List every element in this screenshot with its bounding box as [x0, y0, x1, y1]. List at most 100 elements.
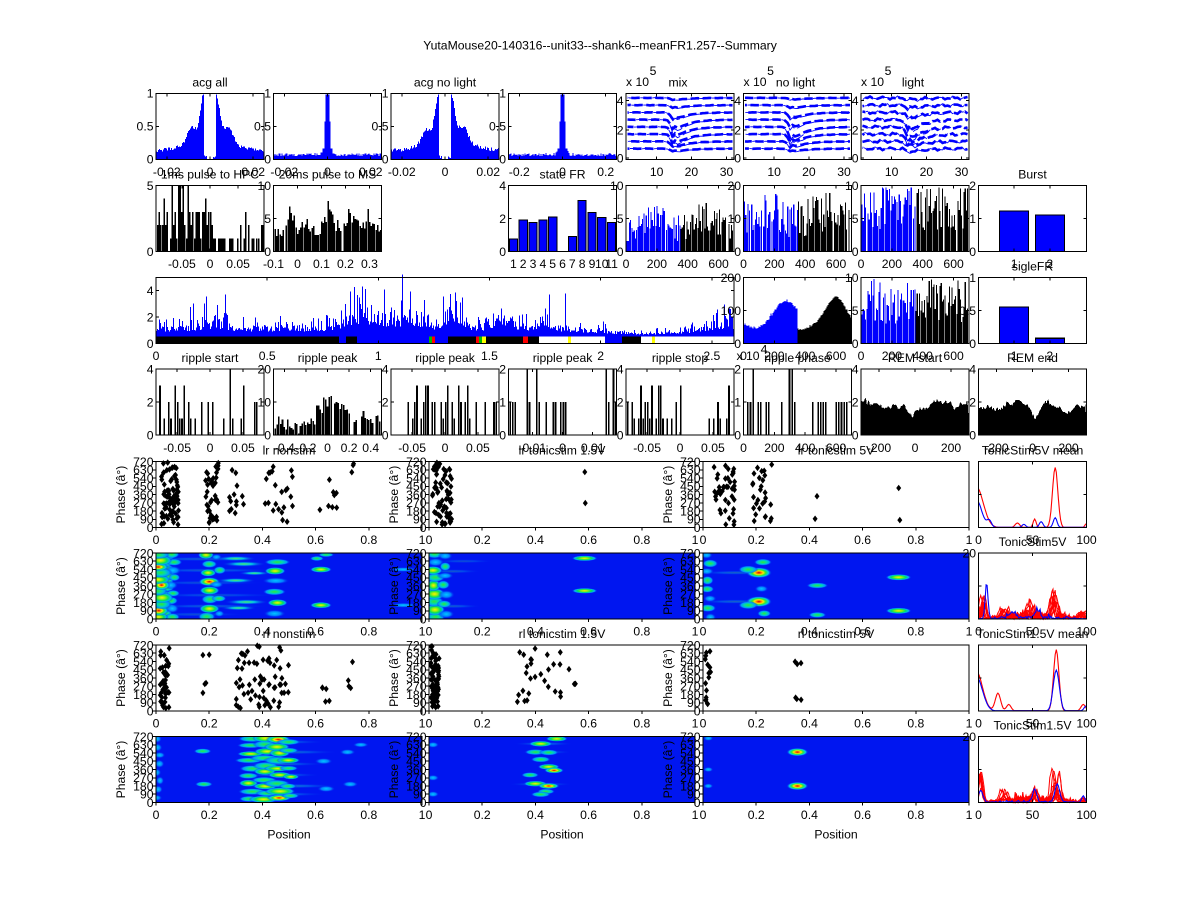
- svg-text:20: 20: [802, 165, 816, 179]
- svg-text:0: 0: [852, 337, 859, 351]
- svg-text:1: 1: [419, 808, 426, 822]
- svg-text:90: 90: [413, 788, 427, 802]
- svg-text:0: 0: [499, 153, 506, 167]
- svg-text:rl tonicstim 1.5V: rl tonicstim 1.5V: [519, 627, 607, 641]
- svg-text:200: 200: [647, 257, 668, 271]
- svg-text:540: 540: [406, 471, 427, 485]
- svg-text:4: 4: [617, 363, 624, 377]
- svg-text:90: 90: [687, 604, 701, 618]
- svg-text:630: 630: [680, 463, 701, 477]
- svg-text:400: 400: [795, 257, 816, 271]
- svg-text:4: 4: [540, 257, 547, 271]
- svg-text:lr tonicstim 1.5V: lr tonicstim 1.5V: [519, 444, 607, 458]
- svg-text:450: 450: [133, 571, 154, 585]
- svg-text:720: 720: [133, 546, 154, 560]
- svg-text:-0.02: -0.02: [270, 165, 298, 179]
- svg-text:0: 0: [677, 441, 684, 455]
- svg-text:x 10: x 10: [743, 75, 766, 89]
- svg-text:540: 540: [680, 655, 701, 669]
- svg-text:0: 0: [734, 429, 741, 443]
- svg-text:Phase (â°): Phase (â°): [387, 466, 401, 524]
- svg-text:Phase (â°): Phase (â°): [661, 741, 675, 799]
- svg-text:0: 0: [700, 533, 707, 547]
- svg-text:0.02: 0.02: [241, 165, 265, 179]
- svg-text:2: 2: [969, 179, 976, 193]
- svg-text:0.4: 0.4: [527, 717, 544, 731]
- svg-text:Position: Position: [267, 828, 310, 842]
- svg-text:light: light: [902, 75, 925, 89]
- svg-text:9: 9: [589, 257, 596, 271]
- svg-text:540: 540: [680, 563, 701, 577]
- svg-text:0.6: 0.6: [307, 717, 324, 731]
- svg-text:0.2: 0.2: [748, 717, 765, 731]
- svg-text:0: 0: [147, 704, 154, 718]
- svg-text:-0.4: -0.4: [274, 441, 295, 455]
- svg-text:720: 720: [133, 638, 154, 652]
- svg-text:0.8: 0.8: [360, 717, 377, 731]
- svg-text:4: 4: [852, 363, 859, 377]
- svg-text:270: 270: [133, 588, 154, 602]
- svg-text:-0.05: -0.05: [168, 257, 196, 271]
- svg-text:0: 0: [442, 165, 449, 179]
- svg-text:0: 0: [420, 704, 427, 718]
- svg-text:state FR: state FR: [539, 168, 585, 182]
- svg-text:200: 200: [764, 257, 785, 271]
- svg-text:ripple start: ripple start: [182, 351, 240, 365]
- svg-text:0.05: 0.05: [701, 441, 725, 455]
- svg-text:0.8: 0.8: [633, 808, 650, 822]
- svg-text:YutaMouse20-140316--unit33--sh: YutaMouse20-140316--unit33--shank6--mean…: [423, 39, 778, 53]
- svg-text:0: 0: [324, 441, 331, 455]
- svg-text:270: 270: [406, 496, 427, 510]
- svg-text:720: 720: [406, 546, 427, 560]
- svg-text:0: 0: [740, 349, 747, 363]
- svg-text:0.2: 0.2: [201, 717, 218, 731]
- svg-text:-0.2: -0.2: [509, 165, 530, 179]
- svg-text:2: 2: [734, 123, 741, 137]
- svg-text:630: 630: [406, 647, 427, 661]
- svg-text:360: 360: [680, 488, 701, 502]
- svg-text:0: 0: [740, 257, 747, 271]
- svg-text:x 10: x 10: [626, 75, 649, 89]
- svg-text:10: 10: [767, 165, 781, 179]
- svg-text:Position: Position: [540, 828, 583, 842]
- svg-text:2: 2: [520, 257, 527, 271]
- svg-text:1: 1: [499, 396, 506, 410]
- svg-text:10: 10: [257, 396, 271, 410]
- svg-text:90: 90: [140, 788, 154, 802]
- svg-text:0: 0: [324, 165, 331, 179]
- svg-text:0.2: 0.2: [474, 533, 491, 547]
- svg-text:0: 0: [559, 441, 566, 455]
- svg-text:Burst: Burst: [1018, 168, 1047, 182]
- svg-text:TonicStim1.5V: TonicStim1.5V: [994, 719, 1073, 733]
- svg-text:0.4: 0.4: [801, 533, 818, 547]
- svg-text:1: 1: [419, 533, 426, 547]
- svg-text:180: 180: [133, 596, 154, 610]
- svg-text:11: 11: [605, 257, 618, 271]
- svg-text:Phase (â°): Phase (â°): [114, 557, 128, 615]
- svg-text:0.5: 0.5: [372, 120, 389, 134]
- svg-text:20: 20: [920, 165, 934, 179]
- svg-text:450: 450: [133, 480, 154, 494]
- svg-text:0: 0: [694, 612, 701, 626]
- svg-text:1: 1: [382, 87, 389, 101]
- svg-text:360: 360: [133, 763, 154, 777]
- svg-text:0.8: 0.8: [633, 625, 650, 639]
- svg-text:2: 2: [597, 349, 604, 363]
- svg-text:180: 180: [406, 504, 427, 518]
- svg-text:0: 0: [426, 717, 433, 731]
- svg-text:630: 630: [133, 647, 154, 661]
- svg-text:0.8: 0.8: [907, 808, 924, 822]
- svg-text:2: 2: [852, 123, 859, 137]
- svg-text:5: 5: [549, 257, 556, 271]
- svg-text:180: 180: [406, 688, 427, 702]
- svg-text:ripple peak: ripple peak: [533, 351, 594, 365]
- svg-text:0: 0: [153, 349, 160, 363]
- svg-text:7: 7: [569, 257, 576, 271]
- svg-text:10: 10: [595, 257, 609, 271]
- svg-text:0: 0: [147, 337, 154, 351]
- svg-text:720: 720: [680, 546, 701, 560]
- svg-text:0.4: 0.4: [254, 533, 271, 547]
- svg-text:30: 30: [837, 165, 851, 179]
- svg-text:rl tonicstim 5V: rl tonicstim 5V: [798, 627, 875, 641]
- svg-text:270: 270: [680, 680, 701, 694]
